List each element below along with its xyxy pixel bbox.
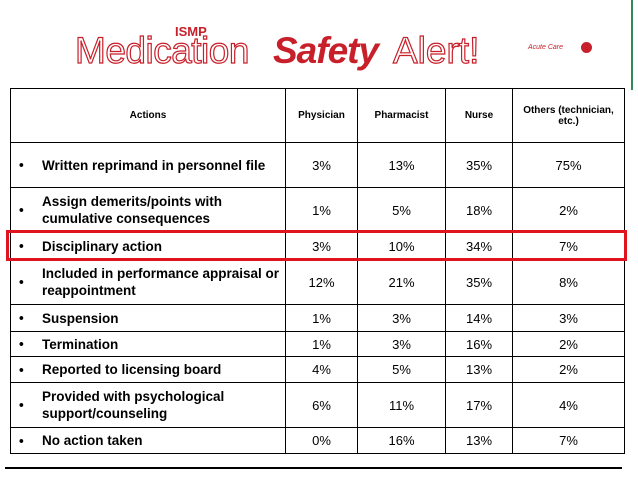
cell: 35% — [445, 259, 513, 305]
action-cell: Assign demerits/points with cumulative c… — [10, 187, 286, 233]
column-header: Actions — [10, 88, 286, 143]
cell: 5% — [357, 356, 446, 383]
row: Provided with psychological support/coun… — [10, 382, 625, 428]
row: Written reprimand in personnel file3%13%… — [10, 142, 625, 188]
cell: 75% — [512, 142, 625, 188]
action-cell: Suspension — [10, 304, 286, 332]
cell: 14% — [445, 304, 513, 332]
cell: 17% — [445, 382, 513, 428]
action-cell: Included in performance appraisal or rea… — [10, 259, 286, 305]
cell: 4% — [285, 356, 358, 383]
column-header: Others (technician, etc.) — [512, 88, 625, 143]
cell: 3% — [357, 331, 446, 357]
row: Included in performance appraisal or rea… — [10, 259, 625, 305]
cell: 2% — [512, 331, 625, 357]
cell: 1% — [285, 187, 358, 233]
cell: 13% — [357, 142, 446, 188]
bottom-rule — [5, 467, 622, 469]
cell: 6% — [285, 382, 358, 428]
cell: 16% — [357, 427, 446, 454]
cell: 8% — [512, 259, 625, 305]
cell: 2% — [512, 187, 625, 233]
logo-tag: Acute Care — [528, 44, 564, 51]
header-row: Actions Physician Pharmacist Nurse Others (t… — [10, 88, 625, 143]
column-header: Pharmacist — [357, 88, 446, 143]
cell: 4% — [512, 382, 625, 428]
cell: 3% — [285, 232, 358, 260]
cell: 3% — [512, 304, 625, 332]
cell: 1% — [285, 304, 358, 332]
cell: 35% — [445, 142, 513, 188]
table: Actions Physician Pharmacist Nurse Others (t… — [10, 88, 625, 454]
cell: 0% — [285, 427, 358, 454]
cell: 34% — [445, 232, 513, 260]
logo: Medication Safety Alert! ISMP Acute Care — [74, 22, 592, 72]
logo-text: Medication — [74, 29, 250, 71]
cell: 3% — [285, 142, 358, 188]
logo-text: Alert! — [392, 29, 480, 71]
logo-text: Safety — [273, 30, 379, 71]
row: Assign demerits/points with cumulative c… — [10, 187, 625, 233]
cell: 13% — [445, 356, 513, 383]
cell: 2% — [512, 356, 625, 383]
action-cell: Reported to licensing board — [10, 356, 286, 383]
cell: 16% — [445, 331, 513, 357]
cell: 3% — [357, 304, 446, 332]
action-cell: Disciplinary action — [10, 232, 286, 260]
highlight-box — [6, 230, 627, 261]
column-header: Nurse — [445, 88, 513, 143]
cell: 12% — [285, 259, 358, 305]
action-cell: Written reprimand in personnel file — [10, 142, 286, 188]
logo-small: ISMP — [175, 24, 207, 39]
cell: 11% — [357, 382, 446, 428]
cell: 5% — [357, 187, 446, 233]
cell: 13% — [445, 427, 513, 454]
badge — [581, 42, 592, 53]
action-cell: Termination — [10, 331, 286, 357]
column-header: Physician — [285, 88, 358, 143]
action-cell: No action taken — [10, 427, 286, 454]
cell: 21% — [357, 259, 446, 305]
edge-line — [631, 0, 633, 90]
cell: 1% — [285, 331, 358, 357]
cell: 18% — [445, 187, 513, 233]
cell: 7% — [512, 427, 625, 454]
action-cell: Provided with psychological support/coun… — [10, 382, 286, 428]
